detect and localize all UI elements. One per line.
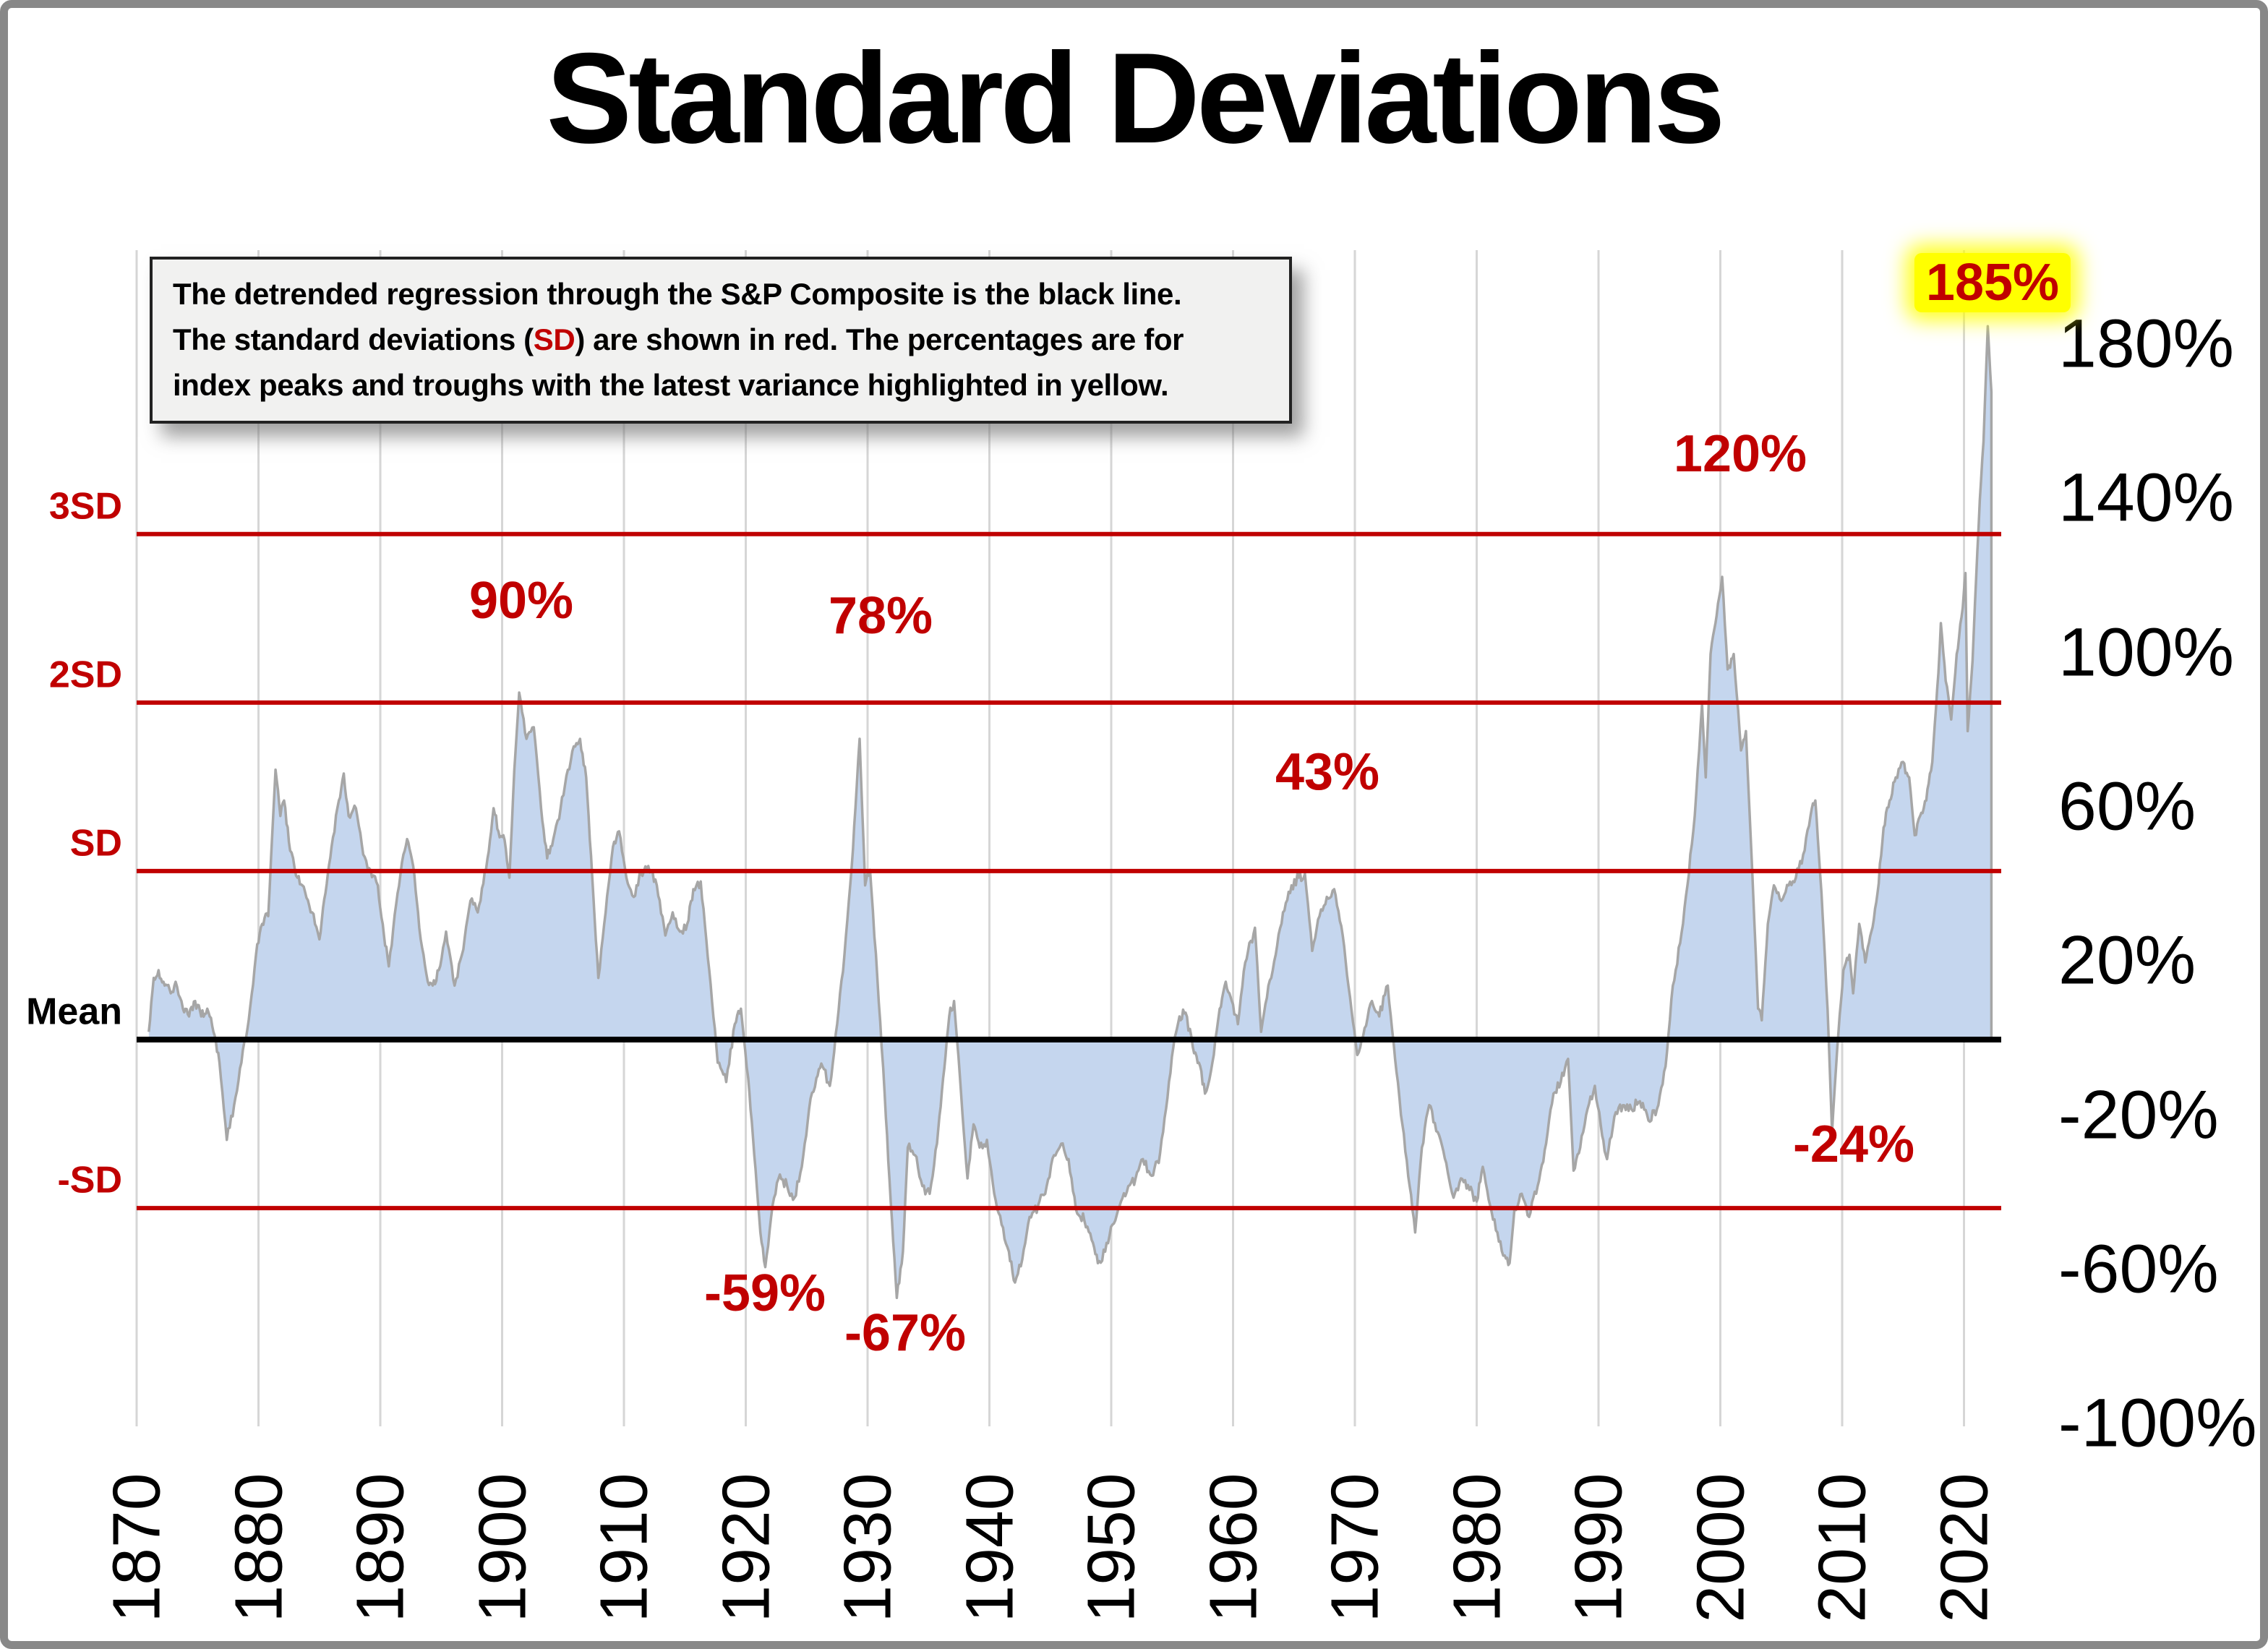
year-tick-1940: 1940 xyxy=(951,1473,1027,1623)
right-tick-180: 180% xyxy=(2058,305,2234,382)
note-line: The standard deviations (SD) are shown i… xyxy=(173,317,1272,362)
annotation-185pct: 185% xyxy=(1914,253,2071,312)
annotation-78pct: 78% xyxy=(828,587,933,645)
note-text: The standard deviations ( xyxy=(173,322,534,356)
note-line: The detrended regression through the S&P… xyxy=(173,271,1272,317)
year-tick-1930: 1930 xyxy=(829,1473,905,1623)
axis-label--sd: -SD xyxy=(57,1159,122,1202)
right-tick-60: 60% xyxy=(2058,768,2196,845)
right-tick--60: -60% xyxy=(2058,1230,2219,1308)
annotation--67pct: -67% xyxy=(844,1304,967,1362)
year-tick-1950: 1950 xyxy=(1073,1473,1149,1623)
axis-label-mean: Mean xyxy=(26,990,122,1033)
year-tick-1960: 1960 xyxy=(1195,1473,1270,1623)
annotation-90pct: 90% xyxy=(468,572,574,630)
variance-line xyxy=(147,325,1993,1300)
annotation--24pct: -24% xyxy=(1792,1115,1915,1173)
year-tick-2020: 2020 xyxy=(1926,1473,2001,1623)
year-tick-1980: 1980 xyxy=(1439,1473,1514,1623)
sd-red-text: SD xyxy=(533,322,575,356)
axis-label-3sd: 3SD xyxy=(48,485,122,528)
year-tick-1900: 1900 xyxy=(464,1473,539,1623)
right-tick-100: 100% xyxy=(2058,613,2234,690)
year-tick-1970: 1970 xyxy=(1317,1473,1392,1623)
year-tick-1880: 1880 xyxy=(221,1473,296,1623)
right-tick--20: -20% xyxy=(2058,1076,2219,1153)
year-tick-1990: 1990 xyxy=(1560,1473,1636,1623)
year-tick-2010: 2010 xyxy=(1804,1473,1880,1623)
year-tick-1870: 1870 xyxy=(98,1473,174,1623)
variance-area xyxy=(148,326,1992,1298)
note-text: index peaks and troughs with the latest … xyxy=(173,368,1169,402)
annotation-43pct: 43% xyxy=(1275,743,1380,801)
annotation-120pct: 120% xyxy=(1673,425,1807,483)
year-tick-2000: 2000 xyxy=(1682,1473,1758,1623)
axis-label-2sd: 2SD xyxy=(48,654,122,696)
year-tick-1890: 1890 xyxy=(342,1473,418,1623)
annotation--59pct: -59% xyxy=(703,1264,826,1322)
note-box: The detrended regression through the S&P… xyxy=(150,257,1292,424)
deviation-chart xyxy=(135,250,2001,1426)
note-line: index peaks and troughs with the latest … xyxy=(173,362,1272,408)
year-tick-1920: 1920 xyxy=(708,1473,783,1623)
axis-label-sd: SD xyxy=(69,822,122,865)
page-title: Standard Deviations xyxy=(546,26,1725,170)
note-text: The detrended regression through the S&P… xyxy=(173,277,1182,311)
right-tick--100: -100% xyxy=(2058,1384,2257,1462)
right-tick-140: 140% xyxy=(2058,459,2234,536)
year-tick-1910: 1910 xyxy=(586,1473,662,1623)
right-tick-20: 20% xyxy=(2058,922,2196,999)
note-text: ) are shown in red. The percentages are … xyxy=(575,322,1184,356)
